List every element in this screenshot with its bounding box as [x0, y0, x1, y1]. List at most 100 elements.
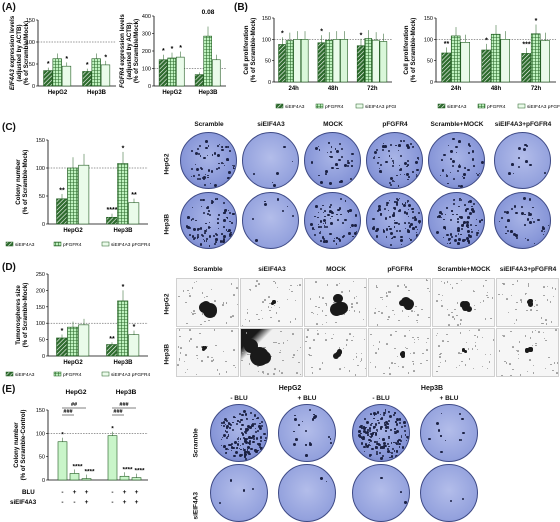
- colony-dot: [328, 142, 330, 144]
- colony-dot: [295, 438, 299, 441]
- colony-dot: [211, 154, 214, 157]
- background-grain: [279, 349, 282, 352]
- colony-dot: [415, 234, 419, 237]
- colony-plate: [180, 192, 237, 249]
- panel-e-label: (E): [2, 384, 16, 395]
- colony-dot: [408, 208, 410, 210]
- background-grain: [352, 335, 355, 338]
- background-grain: [425, 341, 428, 344]
- background-grain: [411, 310, 413, 312]
- background-grain: [315, 305, 317, 308]
- colony-dot: [520, 206, 523, 209]
- colony-dot: [209, 226, 212, 229]
- colony-dot: [336, 237, 338, 239]
- colony-dot: [448, 145, 450, 147]
- colony-dot: [444, 439, 446, 442]
- background-grain: [309, 347, 311, 349]
- colony-dot: [521, 212, 524, 216]
- y-tick-label: 50: [39, 455, 45, 461]
- colony-dot: [226, 426, 228, 428]
- colony-dot: [396, 429, 399, 433]
- background-grain: [216, 369, 219, 371]
- colony-dot: [237, 441, 239, 443]
- background-grain: [359, 360, 362, 363]
- colony-dot: [524, 237, 527, 239]
- colony-dot: [386, 203, 388, 206]
- colony-dot: [364, 432, 368, 435]
- colony-dot: [263, 432, 267, 436]
- colony-dot: [462, 239, 465, 243]
- background-grain: [233, 349, 235, 351]
- colony-dot: [527, 211, 530, 214]
- colony-dot: [382, 230, 385, 233]
- background-grain: [543, 294, 545, 297]
- colony-dot: [319, 226, 322, 229]
- background-grain: [355, 295, 358, 298]
- colony-dot: [505, 232, 507, 234]
- colony-dot: [241, 433, 245, 436]
- background-grain: [535, 344, 537, 347]
- colony-dot: [472, 159, 475, 162]
- colony-dot: [389, 227, 392, 231]
- background-grain: [275, 341, 277, 344]
- colony-dot: [329, 210, 332, 213]
- background-grain: [468, 358, 471, 360]
- colony-dot: [417, 158, 419, 160]
- background-grain: [274, 282, 277, 284]
- colony-dot: [406, 166, 408, 168]
- colony-dot: [375, 148, 378, 151]
- colony-dot: [217, 145, 220, 148]
- colony-dot: [208, 213, 211, 216]
- colony-dot: [309, 443, 312, 446]
- background-grain: [536, 309, 538, 312]
- cell-line-label: Hep3B: [420, 385, 444, 392]
- colony-dot: [225, 229, 228, 231]
- plate-column-label: Scramble+MOCK: [430, 121, 484, 128]
- background-grain: [458, 352, 460, 354]
- background-grain: [264, 346, 266, 349]
- colony-dot: [475, 224, 477, 227]
- colony-dot: [397, 438, 401, 442]
- colony-dot: [412, 171, 414, 173]
- significance-star: **: [59, 187, 65, 194]
- colony-dot: [467, 151, 470, 154]
- colony-dot: [379, 438, 381, 440]
- colony-dot: [314, 216, 316, 218]
- colony-dot: [407, 176, 410, 179]
- colony-dot: [224, 417, 228, 421]
- colony-dot: [337, 167, 339, 170]
- legend-label: siEIF4A3: [15, 372, 35, 378]
- background-grain: [444, 360, 447, 362]
- colony-dot: [251, 487, 254, 490]
- background-grain: [178, 358, 181, 360]
- bar: [500, 39, 510, 83]
- y-tick-label: 100: [36, 321, 45, 327]
- colony-dot: [293, 430, 295, 433]
- colony-dot: [259, 436, 263, 439]
- background-grain: [201, 359, 203, 362]
- colony-dot: [258, 427, 262, 431]
- colony-dot: [205, 174, 207, 176]
- group-title: HepG2: [66, 389, 87, 396]
- colony-dot: [196, 167, 200, 171]
- background-grain: [355, 352, 358, 355]
- sphere-blob: [401, 354, 406, 359]
- background-grain: [325, 314, 327, 317]
- colony-dot: [326, 151, 329, 154]
- colony-dot: [461, 418, 464, 421]
- colony-dot: [243, 453, 246, 456]
- background-grain: [179, 352, 182, 354]
- background-grain: [290, 284, 292, 287]
- colony-dot: [457, 229, 460, 232]
- colony-dot: [369, 440, 372, 443]
- background-grain: [278, 342, 280, 345]
- colony-dot: [193, 236, 197, 240]
- colony-plate: [210, 404, 268, 462]
- colony-dot: [395, 442, 398, 445]
- row-label-sieif4a3: siEIF4A3: [10, 499, 37, 506]
- colony-dot: [332, 240, 335, 242]
- colony-dot: [415, 161, 418, 164]
- background-grain: [553, 362, 556, 364]
- background-grain: [545, 319, 547, 321]
